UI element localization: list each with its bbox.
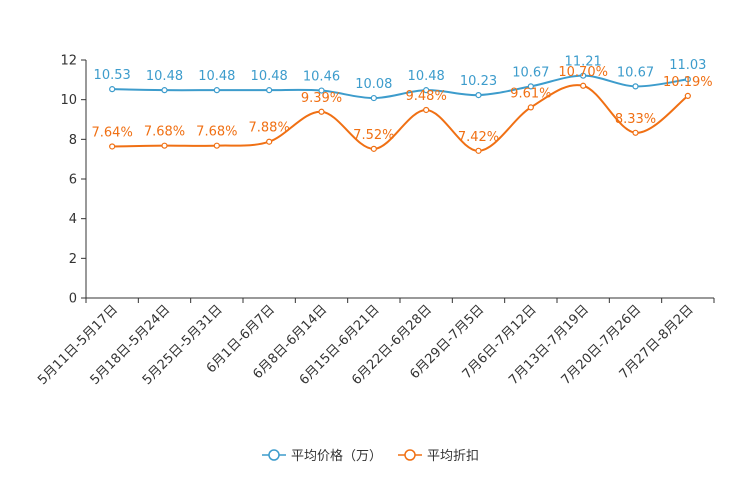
data-label: 10.53 [94, 68, 131, 83]
data-point [684, 92, 691, 99]
legend-item-0: 平均价格（万） [262, 448, 382, 464]
y-tick-label: 0 [69, 292, 77, 307]
y-tick-label: 10 [60, 93, 77, 108]
data-label: 7.88% [249, 121, 290, 136]
data-point [423, 106, 430, 114]
legend-swatch-marker [404, 449, 416, 461]
axes: 0246810125月11日-5月17日5月18日-5月24日5月25日-5月3… [35, 54, 715, 388]
series-0: 10.53 10.48 10.48 10.48 10.46 10.08 10.48 10.23… [94, 55, 706, 102]
data-point [109, 86, 116, 93]
data-label: 7.68% [144, 125, 185, 140]
data-label: 10.70% [558, 65, 608, 80]
data-point [370, 145, 377, 152]
data-label: 11.21 [565, 55, 602, 70]
data-point [684, 76, 691, 83]
data-point [109, 143, 116, 150]
data-label: 8.33% [615, 112, 656, 127]
data-point [213, 142, 220, 149]
data-point [580, 82, 587, 89]
data-point [213, 87, 220, 94]
data-label: 10.48 [251, 69, 288, 84]
data-point [632, 83, 639, 90]
data-label: 9.39% [301, 91, 342, 106]
data-point [527, 83, 534, 90]
data-label: 7.42% [458, 130, 499, 145]
legend-swatch-marker [268, 449, 280, 461]
data-label: 10.46 [303, 70, 340, 85]
data-point [266, 87, 273, 94]
data-point [423, 87, 430, 94]
data-label: 10.67 [617, 65, 654, 80]
series-line [112, 74, 688, 100]
data-point [370, 94, 377, 102]
legend-label: 平均折扣 [427, 449, 479, 464]
data-label: 10.19% [663, 75, 713, 90]
legend-label: 平均价格（万） [291, 448, 382, 464]
data-point [161, 87, 168, 94]
data-point [527, 104, 534, 111]
y-tick-label: 6 [69, 173, 77, 188]
data-point [266, 138, 273, 145]
data-label: 10.48 [408, 69, 445, 84]
data-label: 7.68% [196, 125, 237, 140]
data-label: 9.48% [406, 89, 447, 104]
data-label: 9.61% [510, 86, 551, 101]
y-tick-label: 8 [69, 133, 77, 148]
data-point [632, 129, 639, 136]
data-label: 7.52% [353, 128, 394, 143]
legend: 平均价格（万） 平均折扣 [262, 448, 479, 464]
data-point [580, 72, 587, 79]
y-tick-label: 2 [69, 252, 77, 267]
data-label: 10.48 [146, 69, 183, 84]
data-point [475, 147, 482, 154]
y-tick-label: 12 [60, 54, 77, 69]
legend-item-1: 平均折扣 [398, 449, 479, 464]
data-label: 10.08 [355, 77, 392, 92]
data-label: 11.03 [669, 58, 706, 73]
data-label: 10.48 [198, 69, 235, 84]
data-label: 10.67 [512, 65, 549, 80]
data-point [475, 92, 482, 99]
series-layer: 10.53 10.48 10.48 10.48 10.46 10.08 10.48 10.23… [92, 55, 713, 154]
data-point [161, 142, 168, 149]
series-1: 7.64% 7.68% 7.68% 7.88% 9.39% 7.52% 9.48% 7.42%… [92, 65, 713, 154]
data-point [318, 108, 325, 115]
data-label: 7.64% [92, 125, 133, 140]
data-label: 10.23 [460, 74, 497, 89]
y-tick-label: 4 [69, 212, 77, 227]
data-point [318, 87, 325, 94]
